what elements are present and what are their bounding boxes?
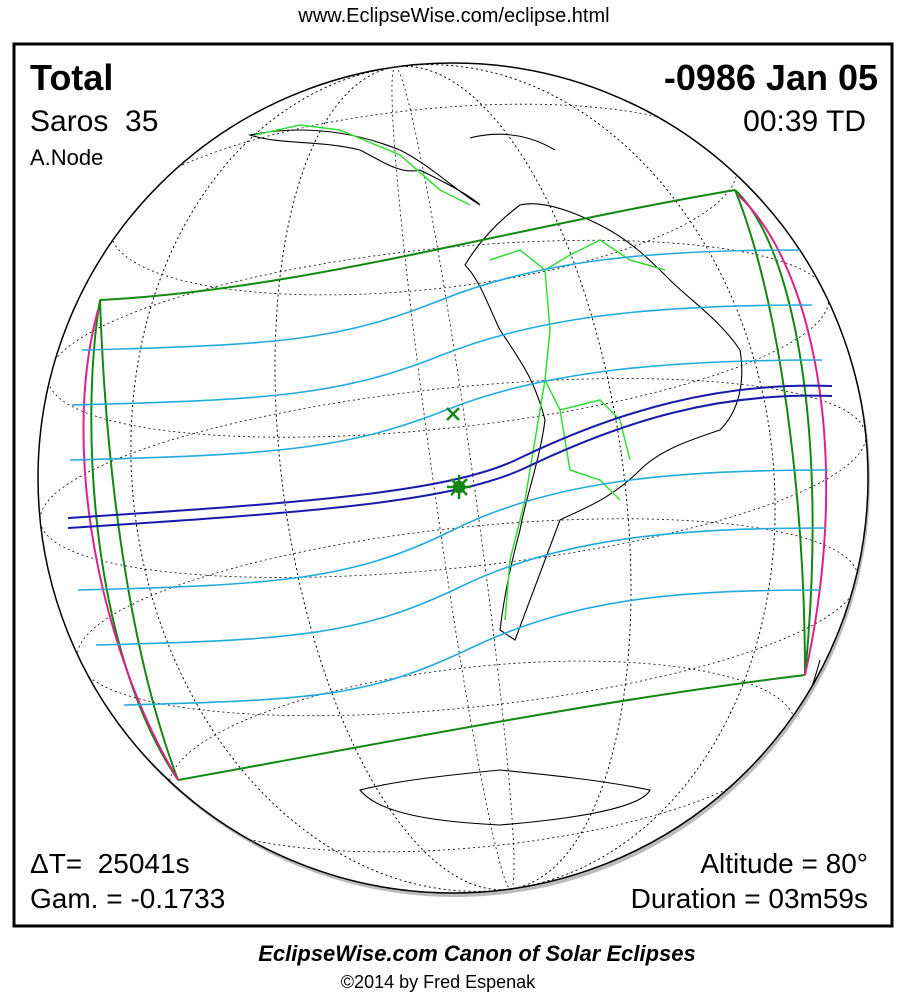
eclipse-type: Total	[30, 57, 113, 98]
greatest-eclipse	[446, 407, 471, 499]
eclipse-paths	[67, 189, 833, 781]
delta-t: ΔT= 25041s	[30, 848, 190, 879]
meridian	[130, 64, 776, 892]
borders	[254, 124, 666, 621]
contour-line	[81, 249, 801, 351]
footer-copyright: ©2014 by Fred Espenak	[341, 972, 536, 992]
meridian	[274, 65, 632, 891]
contour-line	[71, 304, 813, 406]
parallel	[39, 378, 867, 578]
gamma: Gam. = -0.1733	[30, 883, 225, 914]
eclipse-date: -0986 Jan 05	[664, 57, 878, 98]
header-url: www.EclipseWise.com/eclipse.html	[297, 5, 609, 27]
footer-title: EclipseWise.com Canon of Solar Eclipses	[258, 941, 696, 966]
saros: Saros 35	[30, 105, 158, 138]
contour-line	[123, 589, 821, 706]
eclipse-time: 00:39 TD	[743, 105, 866, 138]
altitude: Altitude = 80°	[700, 848, 868, 879]
duration: Duration = 03m59s	[631, 883, 868, 914]
contour-line	[95, 527, 827, 646]
contour-line	[69, 359, 823, 461]
contour-line	[77, 469, 829, 591]
node: A.Node	[30, 145, 103, 170]
